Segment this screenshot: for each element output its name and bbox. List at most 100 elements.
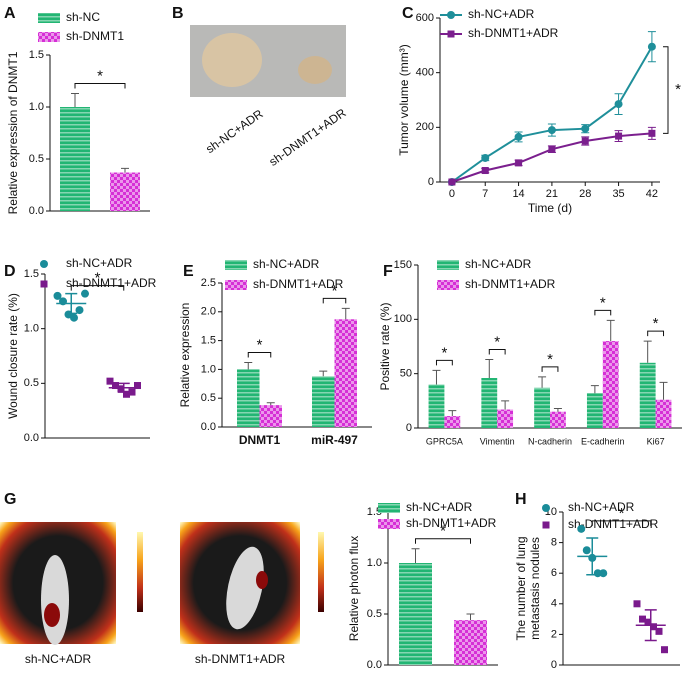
y-tick-label: 0: [551, 659, 557, 671]
legend-swatch: [378, 519, 400, 529]
legend-label: sh-NC+ADR: [465, 257, 532, 271]
bracket: [435, 359, 453, 366]
y-tick-label: 0.5: [24, 377, 39, 389]
panel-letter: F: [383, 263, 393, 280]
error-bar: [319, 370, 328, 377]
imaging-left: [0, 522, 143, 645]
bracket: [322, 297, 347, 304]
bracket: [247, 351, 272, 358]
point: [661, 646, 668, 654]
error-bar: [411, 548, 420, 563]
point: [515, 159, 523, 167]
point: [655, 627, 663, 635]
error-bar: [590, 385, 599, 394]
color-scale: [318, 532, 324, 612]
point: [644, 618, 652, 626]
significance: *: [97, 67, 103, 84]
y-tick-label: 0.0: [24, 432, 39, 444]
error-bar: [244, 361, 253, 370]
y-tick-label: 0: [406, 422, 412, 434]
bar: [639, 362, 656, 428]
legend-label: sh-DNMT1+ADR: [253, 277, 344, 291]
point: [648, 129, 656, 137]
bar: [110, 172, 140, 211]
significance: *: [441, 344, 447, 361]
y-tick-label: 0.5: [367, 608, 382, 620]
point: [548, 145, 556, 153]
point: [582, 546, 591, 555]
point: [599, 569, 608, 578]
bar: [334, 319, 357, 427]
signal: [44, 603, 60, 627]
error-bar: [121, 167, 129, 173]
point: [128, 388, 136, 396]
bar: [237, 369, 260, 427]
y-axis-label: Wound closure rate (%): [6, 293, 20, 419]
point: [106, 377, 114, 385]
y-tick-label: 0.0: [367, 659, 382, 671]
error-bar: [538, 376, 547, 388]
photo-label: sh-DNMT1+ADR: [266, 105, 348, 168]
bar: [312, 376, 335, 427]
y-tick-label: 1.5: [29, 49, 44, 61]
y-tick-label: 400: [416, 67, 434, 79]
legend-marker: [542, 521, 550, 529]
y-tick-label: 0.5: [29, 153, 44, 165]
panel-letter: H: [515, 491, 527, 508]
x-tick-label: miR-497: [311, 433, 358, 447]
signal: [256, 571, 268, 589]
x-tick-label: 0: [449, 188, 455, 200]
bar: [60, 107, 90, 211]
significance: *: [675, 81, 681, 98]
significance: *: [619, 505, 625, 522]
x-tick-label: 7: [482, 188, 488, 200]
error-bar: [643, 340, 652, 363]
y-tick-label: 2.5: [201, 277, 216, 289]
bar: [481, 378, 498, 428]
significance: *: [332, 282, 338, 299]
point: [481, 167, 489, 175]
bar: [550, 411, 566, 428]
point: [112, 382, 119, 390]
point: [53, 291, 62, 300]
y-tick-label: 0: [428, 176, 434, 188]
panel-letter: A: [4, 5, 16, 22]
legend-swatch: [437, 280, 459, 290]
error-bar: [448, 410, 457, 417]
y-tick-label: 2.0: [201, 306, 216, 318]
legend-label: sh-DNMT1+ADR: [66, 276, 157, 290]
imaging-label: sh-NC+ADR: [25, 652, 92, 666]
y-tick-label: 150: [394, 259, 412, 271]
error-bar: [606, 319, 615, 342]
panel-letter: G: [4, 491, 16, 508]
legend-marker: [40, 280, 48, 288]
point: [581, 124, 590, 133]
error-bar: [432, 369, 441, 385]
legend-label: sh-DNMT1: [66, 29, 124, 43]
y-axis-label: The number of lung: [514, 536, 528, 640]
legend-label: sh-DNMT1+ADR: [468, 26, 559, 40]
bracket: [541, 366, 559, 372]
point: [117, 385, 125, 393]
legend-swatch: [38, 13, 60, 23]
legend-marker: [447, 11, 455, 19]
y-tick-label: 1.5: [201, 335, 216, 347]
point: [81, 289, 89, 298]
bar: [655, 399, 672, 428]
legend-label: sh-NC+ADR: [406, 500, 473, 514]
bracket: [594, 309, 612, 316]
significance: *: [600, 294, 606, 311]
x-tick-label: 42: [646, 188, 658, 200]
legend-label: sh-DNMT1+ADR: [406, 516, 497, 530]
bracket: [74, 82, 126, 89]
y-tick-label: 0.0: [201, 421, 216, 433]
sd-bar: [65, 292, 78, 315]
significance: *: [95, 270, 101, 287]
y-tick-label: 6: [551, 567, 557, 579]
significance: *: [547, 351, 553, 368]
x-tick-label: 14: [512, 188, 524, 200]
y-axis-label: metastasis nodules: [528, 537, 542, 640]
y-tick-label: 8: [551, 537, 557, 549]
bar: [399, 563, 432, 665]
point: [123, 390, 130, 398]
